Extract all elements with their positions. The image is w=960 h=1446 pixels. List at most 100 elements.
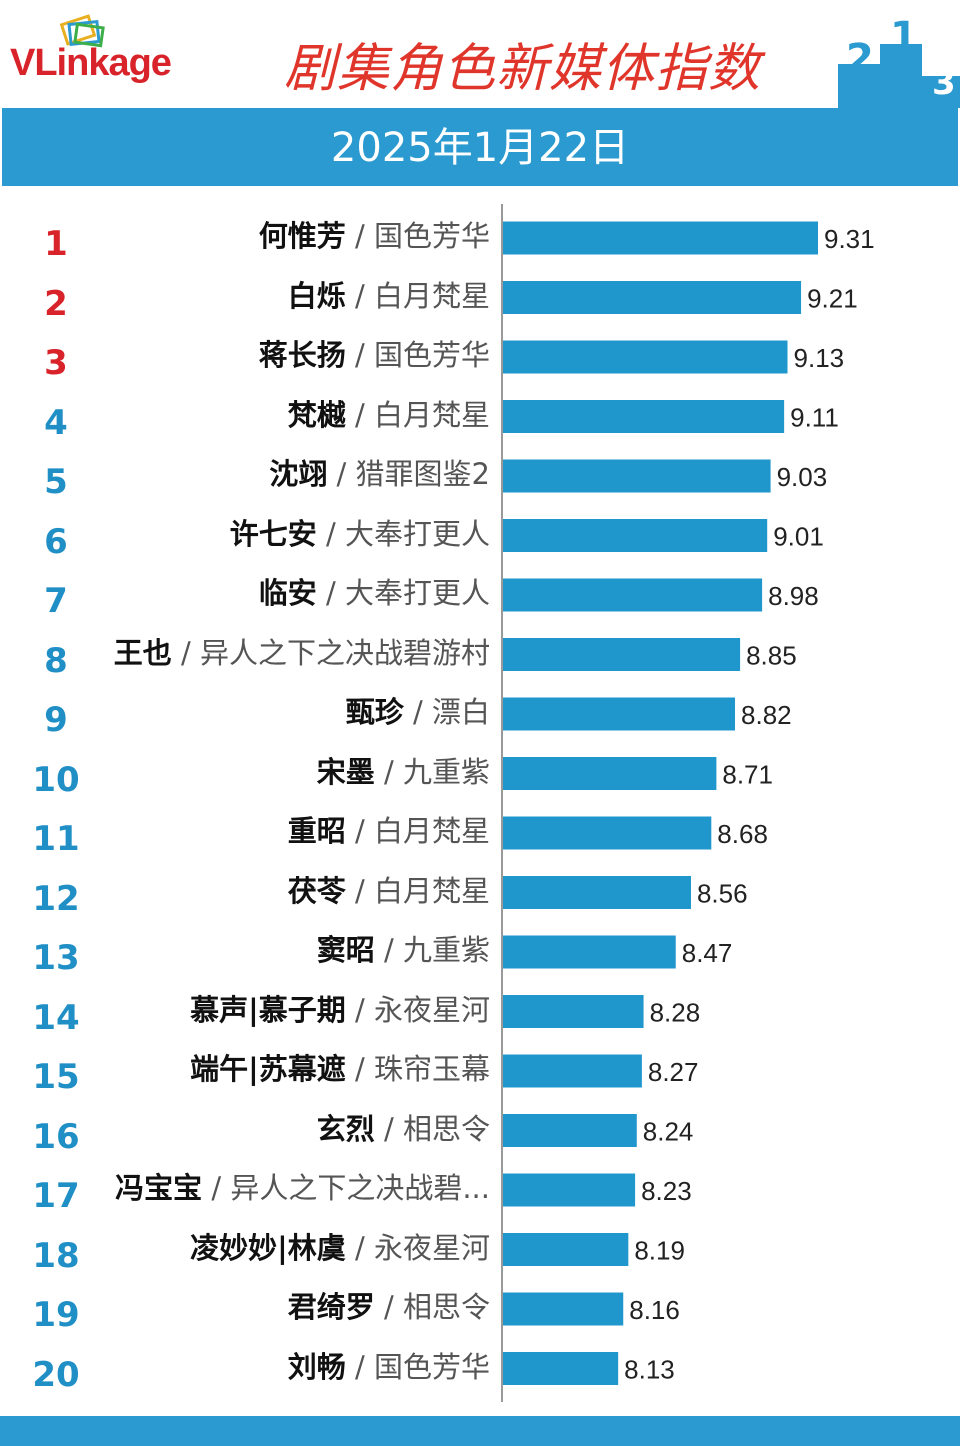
- rank-number-10: 10: [32, 759, 80, 800]
- logo-text: VLinkage: [10, 42, 172, 84]
- show-title: 永夜星河: [373, 992, 490, 1027]
- logo-emblem-icon: [59, 14, 105, 48]
- bar-20: [503, 1352, 619, 1385]
- bar-16: [503, 1114, 637, 1147]
- character-name: 冯宝宝: [115, 1171, 203, 1205]
- rank-number-12: 12: [32, 878, 80, 919]
- podium-icon: 2 1 3: [838, 14, 960, 108]
- row-label-7: 临安 / 大奉打更人: [259, 573, 490, 613]
- show-title: 异人之下之决战碧游村: [199, 635, 490, 670]
- separator: /: [345, 219, 374, 253]
- row-label-12: 茯苓 / 白月梵星: [288, 871, 490, 911]
- value-label-18: 8.19: [634, 1236, 685, 1266]
- rank-number-1: 1: [44, 224, 68, 264]
- separator: /: [202, 1171, 231, 1205]
- character-name: 慕声|慕子期: [190, 992, 346, 1027]
- bar-17: [503, 1173, 636, 1207]
- show-title: 白月梵星: [373, 873, 490, 908]
- ranking-chart: 9.31 9.21 9.13 9.11 9.03 9.01 8.98 8.85 8.82 8.71…: [0, 186, 960, 1416]
- show-title: 国色芳华: [373, 1349, 490, 1384]
- separator: /: [374, 1111, 403, 1146]
- show-title: 九重紫: [402, 754, 490, 789]
- show-title: 大奉打更人: [344, 576, 490, 610]
- separator: /: [345, 814, 374, 848]
- bar-5: [503, 459, 771, 493]
- character-name: 窦昭: [316, 933, 375, 967]
- page-title: 剧集角色新媒体指数: [284, 39, 762, 99]
- row-label-14: 慕声|慕子期 / 永夜星河: [190, 990, 490, 1030]
- value-label-1: 9.31: [824, 224, 875, 254]
- rank-number-14: 14: [32, 997, 80, 1038]
- rank-number-9: 9: [44, 700, 68, 740]
- svg-text:3: 3: [932, 63, 956, 103]
- bar-11: [503, 816, 712, 850]
- row-label-17: 冯宝宝 / 异人之下之决战碧...: [115, 1168, 490, 1208]
- row-label-1: 何惟芳 / 国色芳华: [259, 216, 490, 256]
- row-label-13: 窦昭 / 九重紫: [317, 930, 490, 970]
- rank-number-3: 3: [44, 343, 68, 383]
- rank-number-13: 13: [32, 938, 80, 978]
- value-label-13: 8.47: [682, 938, 733, 968]
- show-title: 九重紫: [402, 933, 490, 967]
- show-title: 珠帘玉幕: [373, 1052, 490, 1086]
- axis-line: [501, 204, 503, 1402]
- rank-number-6: 6: [44, 521, 68, 562]
- rank-number-2: 2: [44, 283, 68, 324]
- separator: /: [316, 576, 345, 610]
- bar-15: [503, 1054, 642, 1088]
- value-label-2: 9.21: [807, 284, 858, 314]
- value-label-9: 8.82: [741, 700, 792, 730]
- show-title: 国色芳华: [373, 338, 490, 372]
- bar-10: [503, 757, 717, 790]
- rank-number-8: 8: [44, 640, 68, 681]
- show-title: 永夜星河: [373, 1230, 490, 1265]
- chart-date: 2025年1月22日: [330, 125, 630, 171]
- character-name: 白烁: [287, 278, 346, 313]
- header: VLinkage 剧集角色新媒体指数 2 1 3: [0, 0, 960, 108]
- bar-8: [503, 638, 741, 671]
- separator: /: [345, 873, 374, 908]
- row-label-15: 端午|苏幕遮 / 珠帘玉幕: [190, 1049, 490, 1089]
- value-label-3: 9.13: [794, 343, 845, 373]
- value-label-5: 9.03: [777, 462, 828, 492]
- bars-layer: 9.31 9.21 9.13 9.11 9.03 9.01 8.98 8.85 8.82 8.71…: [503, 221, 875, 1385]
- separator: /: [345, 338, 374, 372]
- value-label-16: 8.24: [643, 1117, 694, 1147]
- character-name: 茯苓: [287, 873, 346, 908]
- rank-number-4: 4: [44, 402, 68, 443]
- character-name: 蒋长扬: [258, 338, 346, 372]
- separator: /: [345, 278, 374, 313]
- row-label-18: 凌妙妙|林虞 / 永夜星河: [190, 1228, 490, 1268]
- rank-number-11: 11: [32, 819, 80, 859]
- separator: /: [374, 754, 403, 789]
- bar-12: [503, 876, 691, 909]
- rank-number-15: 15: [32, 1057, 80, 1097]
- row-label-20: 刘畅 / 国色芳华: [288, 1347, 490, 1387]
- character-name: 许七安: [229, 516, 317, 551]
- value-label-19: 8.16: [629, 1295, 680, 1325]
- row-label-10: 宋墨 / 九重紫: [317, 752, 490, 792]
- value-label-17: 8.23: [641, 1176, 692, 1206]
- row-label-16: 玄烈 / 相思令: [317, 1109, 490, 1149]
- value-label-14: 8.28: [650, 998, 701, 1028]
- bar-19: [503, 1292, 624, 1326]
- separator: /: [345, 1230, 374, 1265]
- bar-9: [503, 697, 736, 731]
- row-label-3: 蒋长扬 / 国色芳华: [259, 335, 490, 375]
- separator: /: [345, 992, 374, 1027]
- show-title: 白月梵星: [373, 397, 490, 432]
- row-label-11: 重昭 / 白月梵星: [288, 811, 490, 851]
- rank-number-16: 16: [32, 1116, 80, 1157]
- separator: /: [345, 1052, 374, 1086]
- show-title: 白月梵星: [373, 814, 490, 848]
- value-label-8: 8.85: [746, 641, 797, 671]
- character-name: 君绮罗: [287, 1290, 375, 1324]
- separator: /: [345, 1349, 374, 1384]
- row-label-2: 白烁 / 白月梵星: [288, 276, 490, 316]
- value-label-6: 9.01: [773, 522, 824, 552]
- rank-number-19: 19: [32, 1295, 80, 1335]
- show-title: 异人之下之决战碧...: [230, 1171, 490, 1205]
- bar-6: [503, 519, 768, 552]
- show-title: 相思令: [402, 1290, 490, 1324]
- bar-2: [503, 281, 802, 314]
